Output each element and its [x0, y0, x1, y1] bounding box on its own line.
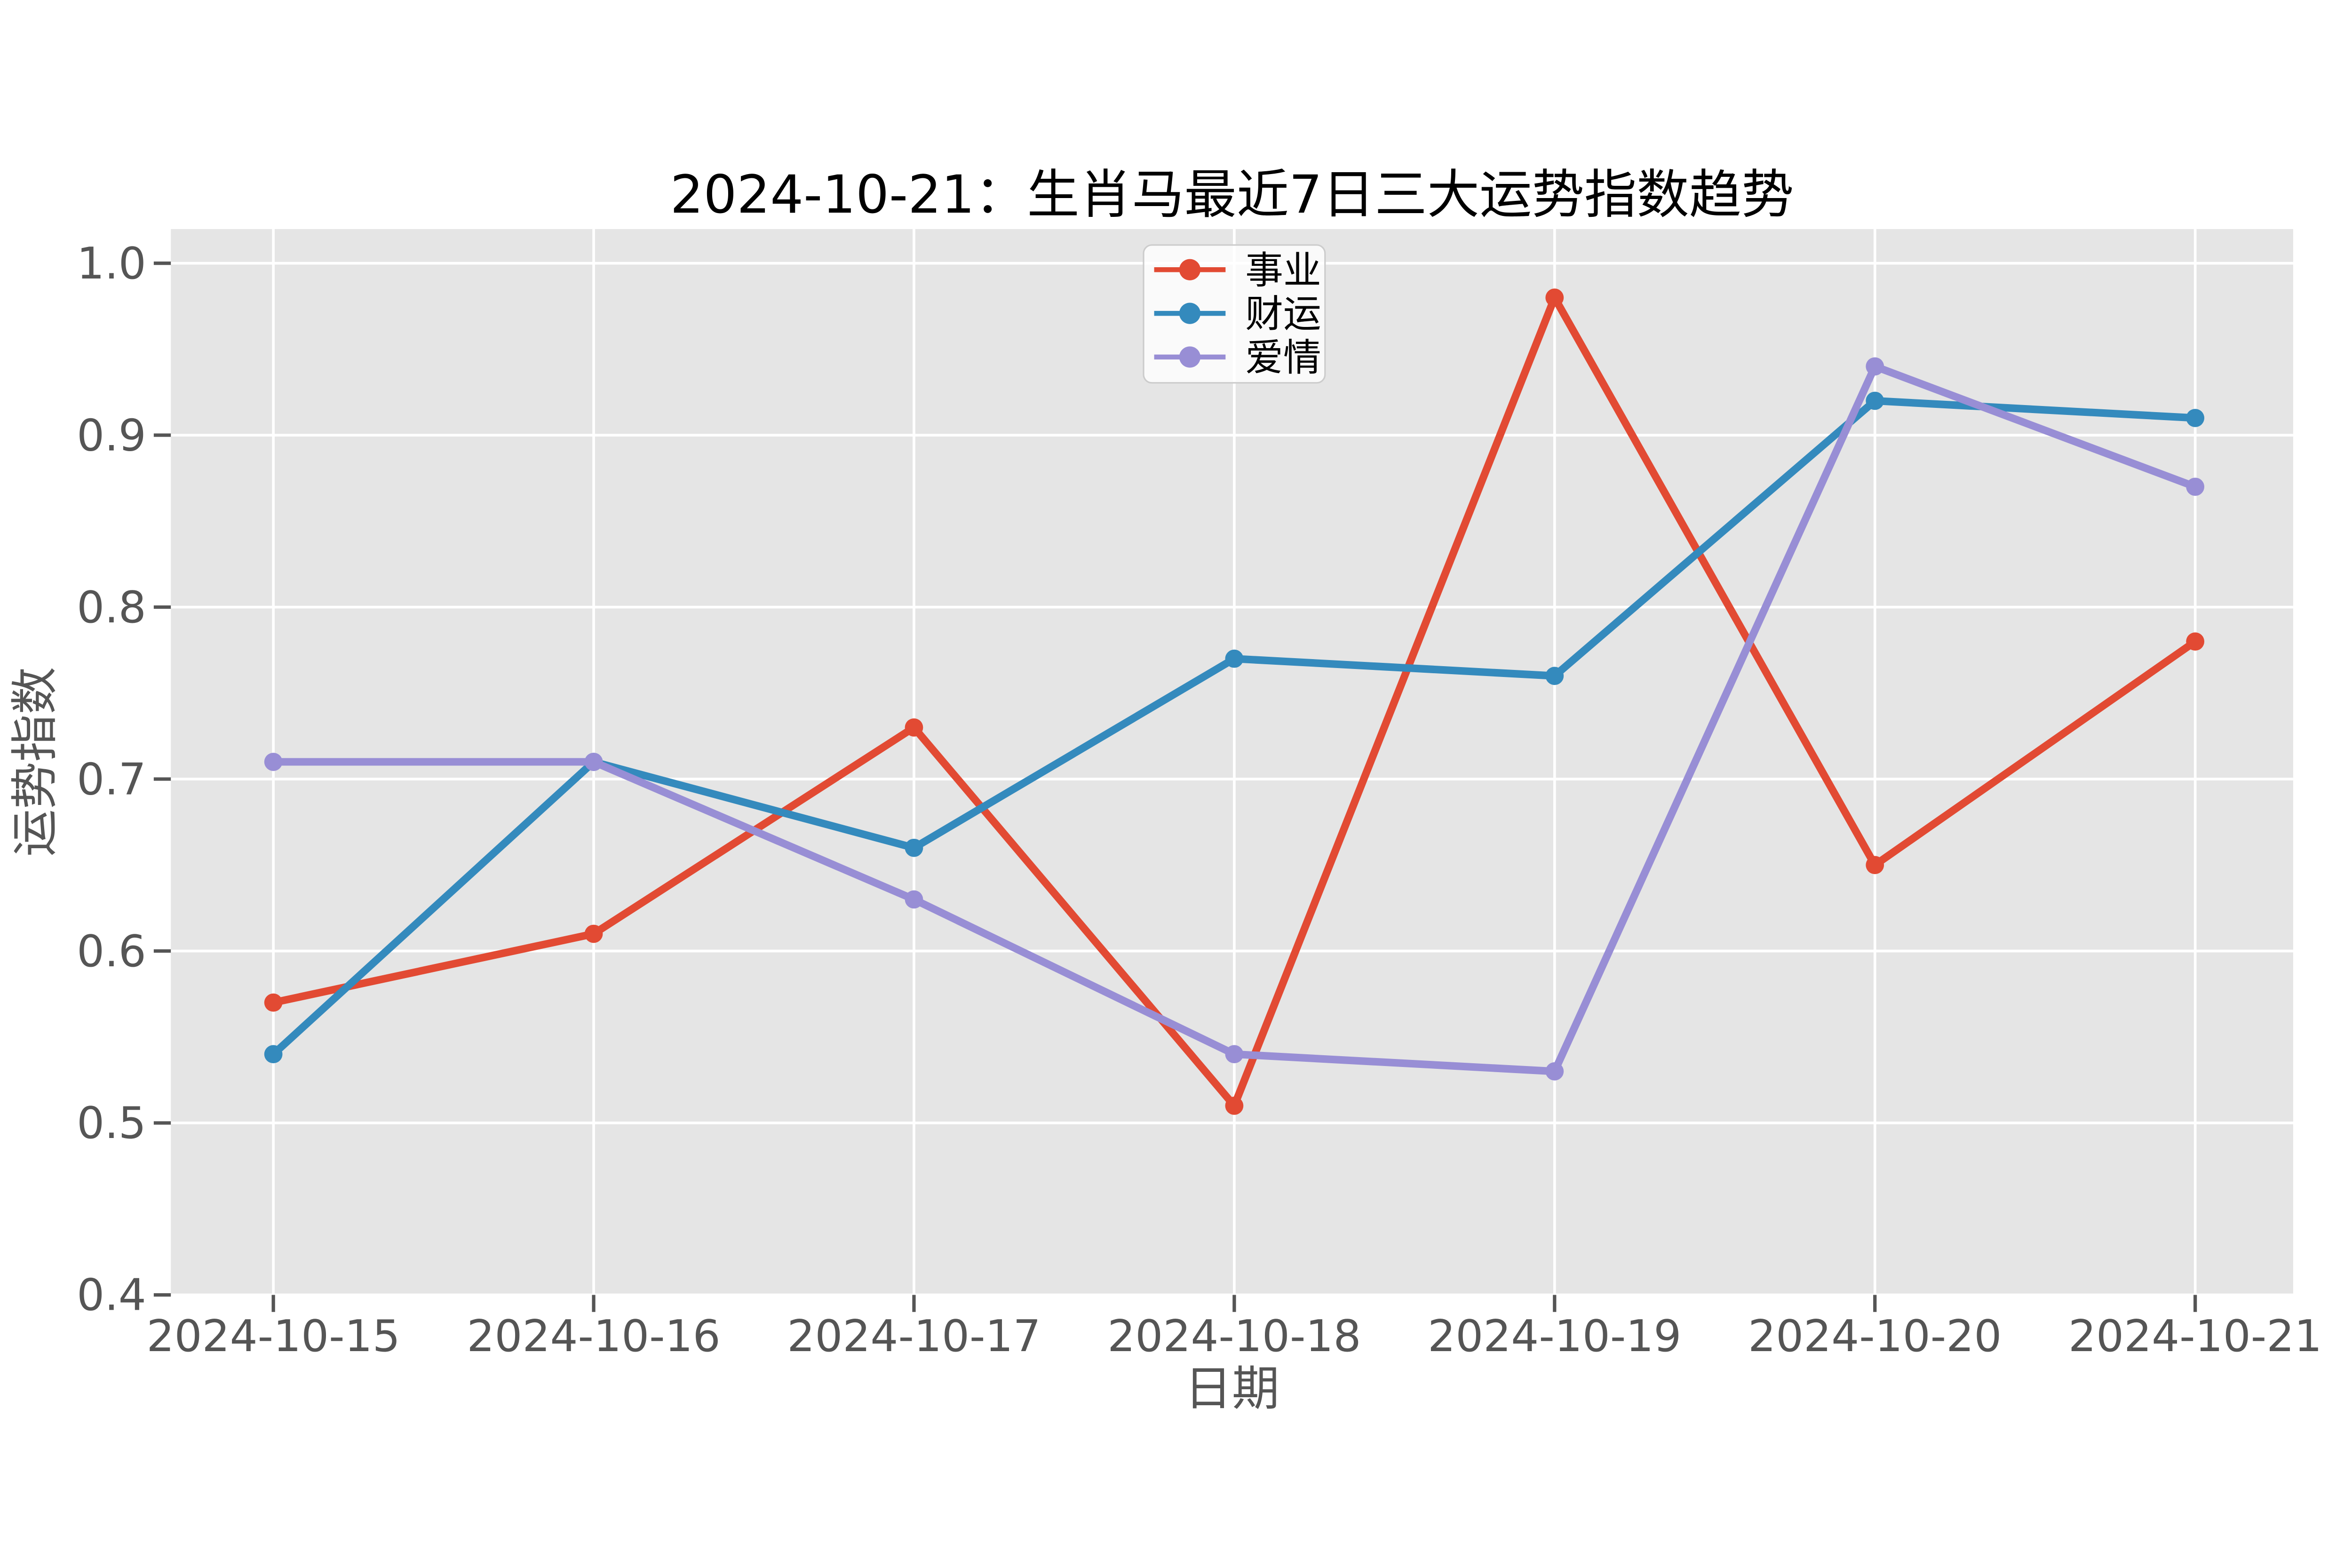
wealth-marker	[905, 838, 923, 857]
legend-label: 爱情	[1245, 336, 1321, 380]
legend-label: 财运	[1245, 292, 1321, 336]
legend-item: 财运	[1154, 292, 1321, 336]
y-axis-label: 运势指数	[7, 667, 63, 857]
wealth-marker	[264, 1045, 283, 1064]
x-axis-label: 日期	[1184, 1361, 1279, 1417]
career-marker	[1866, 856, 1884, 875]
x-tick-label: 2024-10-19	[1428, 1311, 1681, 1361]
y-tick-label: 0.6	[77, 926, 146, 977]
career-marker	[1225, 1097, 1244, 1115]
career-marker	[905, 718, 923, 737]
x-tick-label: 2024-10-18	[1107, 1311, 1361, 1361]
wealth-marker	[1866, 391, 1884, 410]
wealth-marker	[1225, 649, 1244, 668]
series-layer	[264, 288, 2205, 1115]
legend-swatch-marker	[1179, 302, 1201, 324]
legend-item: 事业	[1154, 248, 1321, 293]
love-marker	[1225, 1045, 1244, 1064]
x-tick-label: 2024-10-21	[2068, 1311, 2322, 1361]
x-tick-label: 2024-10-15	[146, 1311, 400, 1361]
wealth-marker	[2186, 409, 2205, 427]
love-marker	[2186, 478, 2205, 496]
love-marker	[584, 753, 603, 771]
y-tick-label: 0.5	[77, 1098, 146, 1148]
love-marker	[905, 890, 923, 909]
y-tick-label: 0.7	[77, 754, 146, 804]
love-marker	[1545, 1062, 1564, 1081]
legend-item: 爱情	[1154, 336, 1321, 380]
x-tick-label: 2024-10-16	[467, 1311, 720, 1361]
legend-swatch-marker	[1179, 259, 1201, 280]
wealth-marker	[1545, 667, 1564, 685]
tick-label-layer: 0.4 0.5 0.6 0.7 0.8 0.9 1.0 2024-10-15 2024-10-1…	[77, 238, 2322, 1361]
chart-title: 2024-10-21：生肖马最近7日三大运势指数趋势	[670, 165, 1794, 225]
tick-layer	[153, 261, 2197, 1312]
y-tick-label: 0.9	[77, 410, 146, 461]
y-tick-label: 0.4	[77, 1270, 146, 1321]
legend-swatch-marker	[1179, 346, 1201, 368]
love-marker	[264, 753, 283, 771]
legend-label: 事业	[1245, 248, 1321, 293]
y-tick-label: 1.0	[77, 238, 146, 289]
love-marker	[1866, 357, 1884, 376]
career-marker	[264, 993, 283, 1012]
x-tick-label: 2024-10-17	[787, 1311, 1041, 1361]
career-marker	[1545, 288, 1564, 307]
x-tick-label: 2024-10-20	[1748, 1311, 2002, 1361]
career-marker	[2186, 632, 2205, 651]
career-marker	[584, 924, 603, 943]
y-tick-label: 0.8	[77, 582, 146, 633]
